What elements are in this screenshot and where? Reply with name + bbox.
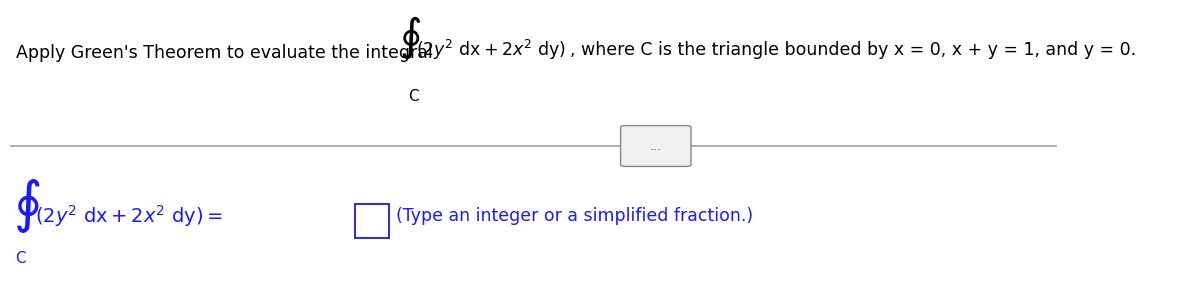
Text: (Type an integer or a simplified fraction.): (Type an integer or a simplified fractio…: [396, 207, 752, 225]
Text: C: C: [408, 89, 419, 104]
Text: $(2y^2\ \mathrm{dx} + 2x^2\ \mathrm{dy})$: $(2y^2\ \mathrm{dx} + 2x^2\ \mathrm{dy})…: [416, 38, 566, 62]
Text: $\oint$: $\oint$: [398, 15, 421, 61]
Text: $(2y^2\ \mathrm{dx} + 2x^2\ \mathrm{dy}) =$: $(2y^2\ \mathrm{dx} + 2x^2\ \mathrm{dy})…: [35, 203, 223, 229]
FancyBboxPatch shape: [355, 204, 389, 238]
Text: $\oint$: $\oint$: [13, 177, 41, 235]
FancyBboxPatch shape: [620, 126, 691, 166]
Text: Apply Green's Theorem to evaluate the integral: Apply Green's Theorem to evaluate the in…: [16, 44, 438, 62]
Text: C: C: [14, 251, 25, 266]
Text: , where C is the triangle bounded by x = 0, x + y = 1, and y = 0.: , where C is the triangle bounded by x =…: [570, 41, 1136, 59]
Text: ...: ...: [649, 140, 661, 152]
